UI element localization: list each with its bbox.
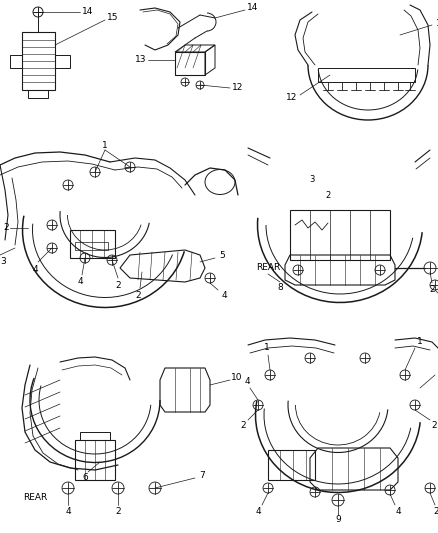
Text: 3: 3 [309,175,314,184]
Text: 2: 2 [430,422,436,431]
Text: REAR: REAR [23,494,47,503]
Text: 2: 2 [3,223,9,232]
Text: 10: 10 [231,374,242,383]
Text: 4: 4 [77,278,83,287]
Text: 4: 4 [65,506,71,515]
Text: 1: 1 [416,337,422,346]
Text: 5: 5 [219,251,224,260]
Text: 2: 2 [325,190,330,199]
Text: 4: 4 [394,506,400,515]
Text: 1: 1 [102,141,108,149]
Text: 2: 2 [428,286,434,295]
Text: 8: 8 [276,284,282,293]
Text: 4: 4 [244,377,249,386]
Text: REAR: REAR [255,263,279,272]
Text: 12: 12 [232,84,243,93]
Text: 4: 4 [221,290,226,300]
Text: 2: 2 [240,422,245,431]
Text: 13: 13 [135,55,146,64]
Text: 3: 3 [0,257,6,266]
Text: 4: 4 [32,265,38,274]
Text: 2: 2 [432,507,438,516]
Text: 11: 11 [435,19,438,28]
Text: 6: 6 [82,473,88,482]
Text: 14: 14 [247,4,258,12]
Text: 2: 2 [115,506,120,515]
Text: 7: 7 [199,471,205,480]
Text: 4: 4 [254,507,260,516]
Text: 9: 9 [334,515,340,524]
Text: 14: 14 [82,7,93,17]
Text: 2: 2 [115,280,120,289]
Text: 15: 15 [107,13,119,22]
Text: 1: 1 [264,343,269,352]
Text: 2: 2 [135,290,141,300]
Text: 12: 12 [286,93,297,102]
Text: 3: 3 [437,366,438,375]
